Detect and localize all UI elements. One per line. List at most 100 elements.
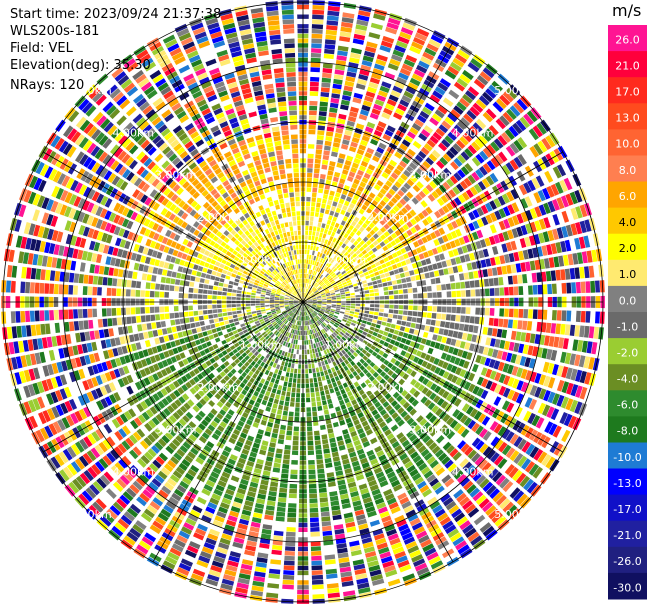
radar-gate bbox=[343, 284, 348, 288]
radar-gate bbox=[383, 374, 390, 381]
radar-gate bbox=[164, 313, 170, 320]
radar-gate bbox=[311, 318, 315, 324]
radar-gate bbox=[574, 354, 581, 367]
radar-gate bbox=[336, 299, 341, 301]
radar-gate bbox=[473, 270, 479, 279]
radar-gate bbox=[420, 338, 427, 345]
radar-gate bbox=[288, 503, 297, 508]
radar-gate bbox=[429, 478, 439, 487]
radar-gate bbox=[350, 308, 355, 312]
radar-gate bbox=[169, 313, 175, 319]
radar-gate bbox=[329, 491, 338, 497]
radar-gate bbox=[353, 364, 359, 370]
radar-gate bbox=[430, 364, 437, 372]
radar-gate bbox=[313, 343, 317, 349]
radar-gate bbox=[328, 432, 335, 439]
radar-gate bbox=[318, 217, 323, 223]
radar-gate bbox=[390, 172, 399, 180]
radar-gate bbox=[290, 368, 294, 373]
radar-gate bbox=[323, 189, 330, 195]
radar-gate bbox=[494, 339, 501, 348]
radar-gate bbox=[544, 335, 550, 346]
radar-gate bbox=[303, 325, 306, 331]
radar-gate bbox=[309, 110, 317, 116]
radar-gate bbox=[314, 382, 319, 388]
radar-gate bbox=[327, 336, 332, 342]
radar-gate bbox=[427, 249, 434, 257]
radar-gate bbox=[307, 303, 312, 306]
radar-gate bbox=[299, 345, 302, 350]
radar-gate bbox=[374, 533, 385, 541]
radar-gate bbox=[316, 135, 324, 141]
radar-gate bbox=[410, 370, 417, 378]
radar-gate bbox=[423, 125, 434, 134]
radar-gate bbox=[379, 480, 389, 488]
radar-gate bbox=[285, 536, 296, 542]
radar-gate bbox=[423, 452, 433, 461]
radar-gate bbox=[263, 465, 272, 472]
radar-gate bbox=[271, 549, 282, 556]
radar-gate bbox=[339, 178, 346, 185]
radar-gate bbox=[321, 238, 325, 244]
radar-gate bbox=[336, 281, 342, 286]
radar-gate bbox=[489, 382, 498, 392]
radar-gate bbox=[374, 261, 381, 267]
radar-gate bbox=[212, 309, 218, 314]
radar-gate bbox=[381, 171, 389, 179]
radar-gate bbox=[282, 410, 288, 416]
radar-gate bbox=[511, 391, 520, 402]
radar-gate bbox=[372, 331, 378, 337]
radar-gate bbox=[475, 307, 481, 315]
radar-gate bbox=[409, 162, 418, 170]
radar-gate bbox=[344, 517, 355, 524]
radar-gate bbox=[362, 541, 374, 549]
radar-gate bbox=[431, 445, 441, 455]
radar-gate bbox=[363, 546, 375, 554]
radar-gate bbox=[329, 161, 336, 167]
radar-gate bbox=[325, 244, 330, 250]
radar-gate bbox=[420, 396, 428, 404]
radar-gate bbox=[507, 217, 515, 227]
radar-gate bbox=[326, 299, 332, 302]
radar-gate bbox=[329, 210, 335, 216]
radar-gate bbox=[306, 407, 311, 412]
radar-gate bbox=[522, 344, 529, 355]
radar-gate bbox=[316, 278, 321, 283]
radar-gate bbox=[488, 236, 496, 245]
radar-gate bbox=[360, 255, 366, 261]
radar-gate bbox=[375, 382, 382, 389]
radar-gate bbox=[351, 415, 358, 422]
radar-gate bbox=[306, 305, 310, 309]
radar-gate bbox=[450, 282, 456, 290]
radar-gate bbox=[398, 289, 403, 294]
radar-gate bbox=[498, 441, 508, 453]
radar-gate bbox=[303, 278, 305, 283]
radar-gate bbox=[496, 266, 503, 276]
radar-gate bbox=[338, 153, 346, 160]
radar-gate bbox=[362, 268, 368, 273]
radar-gate bbox=[498, 373, 506, 384]
elevation-label: Elevation(deg): 35.30 bbox=[10, 58, 151, 73]
radar-gate bbox=[310, 387, 315, 393]
radar-gate bbox=[336, 187, 343, 194]
radar-gate bbox=[267, 495, 277, 502]
radar-gate bbox=[424, 325, 430, 332]
radar-gate bbox=[448, 89, 460, 100]
radar-gate bbox=[326, 268, 331, 273]
radar-gate bbox=[426, 551, 439, 561]
radar-gate bbox=[322, 314, 328, 318]
radar-gate bbox=[336, 162, 343, 169]
radar-gate bbox=[333, 255, 338, 260]
radar-gate bbox=[410, 275, 416, 282]
radar-gate bbox=[340, 220, 346, 226]
radar-gate bbox=[499, 255, 506, 265]
radar-gate bbox=[310, 245, 314, 250]
radar-gate bbox=[388, 501, 399, 510]
radar-gate bbox=[382, 196, 390, 203]
radar-gate bbox=[316, 459, 324, 465]
radar-gate bbox=[307, 431, 313, 436]
radar-gate bbox=[320, 309, 325, 312]
radar-gate bbox=[390, 479, 401, 488]
radar-gate bbox=[314, 348, 318, 353]
radar-gate bbox=[436, 284, 442, 291]
